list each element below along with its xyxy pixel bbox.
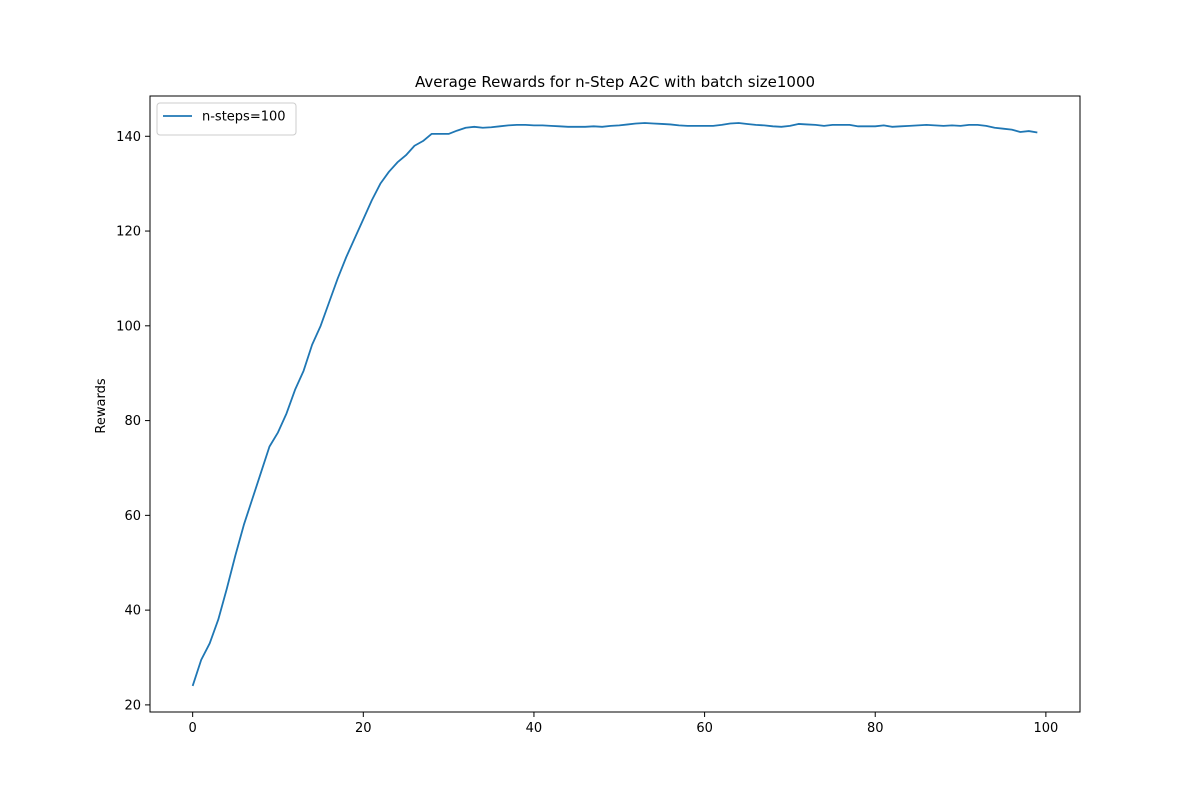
x-tick-label: 40: [526, 721, 543, 736]
x-tick-label: 100: [1033, 721, 1058, 736]
x-tick-label: 0: [189, 721, 197, 736]
x-tick-label: 80: [867, 721, 884, 736]
legend: n-steps=100: [156, 102, 297, 136]
x-tick-label: 20: [355, 721, 372, 736]
y-tick-label: 40: [124, 604, 141, 619]
y-tick-label: 60: [124, 509, 141, 524]
chart-title: Average Rewards for n-Step A2C with batc…: [415, 73, 815, 91]
y-tick-label: 140: [116, 130, 141, 145]
y-axis-label: Rewards: [94, 378, 109, 433]
axes-frame: [149, 95, 1081, 713]
legend-label: n-steps=100: [202, 110, 286, 125]
plot-area: [149, 95, 1081, 713]
y-tick-label: 100: [116, 319, 141, 334]
y-tick-label: 20: [124, 698, 141, 713]
y-axis: 20 40 60 80 100 120 140: [116, 130, 150, 713]
x-tick-label: 60: [696, 721, 713, 736]
y-tick-label: 80: [124, 414, 141, 429]
y-tick-label: 120: [116, 225, 141, 240]
legend-box: [156, 102, 297, 136]
series-line-0: [191, 122, 1038, 687]
x-axis: 0 20 40 60 80 100: [189, 712, 1058, 736]
